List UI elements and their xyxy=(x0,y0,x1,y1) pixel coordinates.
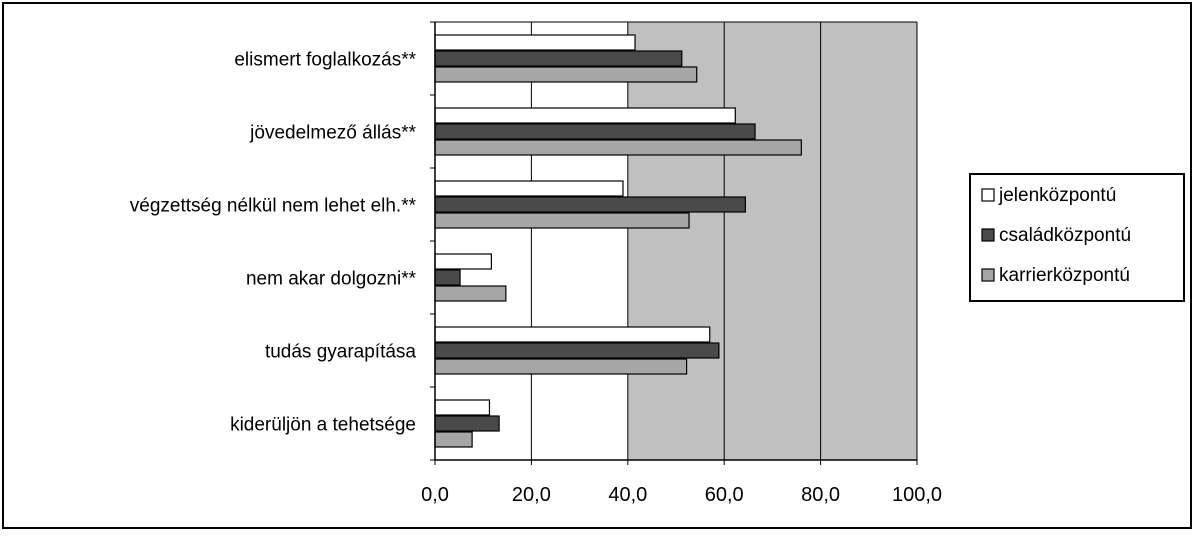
x-tick-label: 100,0 xyxy=(892,484,942,506)
bar-jelenközpontú-3 xyxy=(434,253,492,270)
bar-jelenközpontú-0 xyxy=(434,34,636,51)
plot-area xyxy=(628,22,917,460)
legend-box xyxy=(969,173,1185,302)
bar-karrierközpontú-1 xyxy=(434,139,802,156)
legend-swatch xyxy=(981,268,995,282)
bars xyxy=(434,34,802,448)
bar-családközpontú-5 xyxy=(434,415,500,432)
legend-swatch xyxy=(981,228,995,242)
bar-jelenközpontú-4 xyxy=(434,326,711,343)
category-label: jövedelmező állás** xyxy=(249,123,416,144)
x-tick-label: 60,0 xyxy=(705,484,744,506)
category-label: nem akar dolgozni** xyxy=(246,269,417,290)
legend: jelenközpontú családközpontú karrierközpon… xyxy=(969,173,1185,302)
category-label: elismert foglalkozás** xyxy=(234,50,416,71)
bar-családközpontú-0 xyxy=(434,50,683,67)
bar-karrierközpontú-4 xyxy=(434,358,688,375)
legend-label: családközpontú xyxy=(999,225,1131,246)
category-label: tudás gyarapítása xyxy=(265,342,416,363)
bar-karrierközpontú-0 xyxy=(434,66,698,83)
bar-jelenközpontú-5 xyxy=(434,399,491,416)
category-label: kiderüljön a tehetsége xyxy=(230,415,416,436)
axes xyxy=(430,21,918,465)
legend-swatch xyxy=(981,188,995,202)
bar-karrierközpontú-3 xyxy=(434,285,507,302)
category-labels: elismert foglalkozás** jövedelmező állás*… xyxy=(130,50,417,436)
x-tick-label: 40,0 xyxy=(608,484,647,506)
x-tick-label: 20,0 xyxy=(512,484,551,506)
category-label: végzettség nélkül nem lehet elh.** xyxy=(130,196,417,217)
bar-karrierközpontú-5 xyxy=(434,431,473,448)
bar-családközpontú-4 xyxy=(434,342,720,359)
gridlines xyxy=(435,21,918,460)
bar-jelenközpontú-1 xyxy=(434,107,736,124)
x-tick-label: 0,0 xyxy=(421,484,449,506)
legend-label: karrierközpontú xyxy=(999,265,1130,286)
bar-családközpontú-3 xyxy=(434,269,461,286)
bar-családközpontú-1 xyxy=(434,123,756,140)
bar-jelenközpontú-2 xyxy=(434,180,624,197)
legend-label: jelenközpontú xyxy=(998,185,1116,206)
bar-karrierközpontú-2 xyxy=(434,212,690,229)
x-tick-labels: 0,0 20,0 40,0 60,0 80,0 100,0 xyxy=(421,484,942,506)
bar-családközpontú-2 xyxy=(434,196,747,213)
x-tick-label: 80,0 xyxy=(801,484,840,506)
